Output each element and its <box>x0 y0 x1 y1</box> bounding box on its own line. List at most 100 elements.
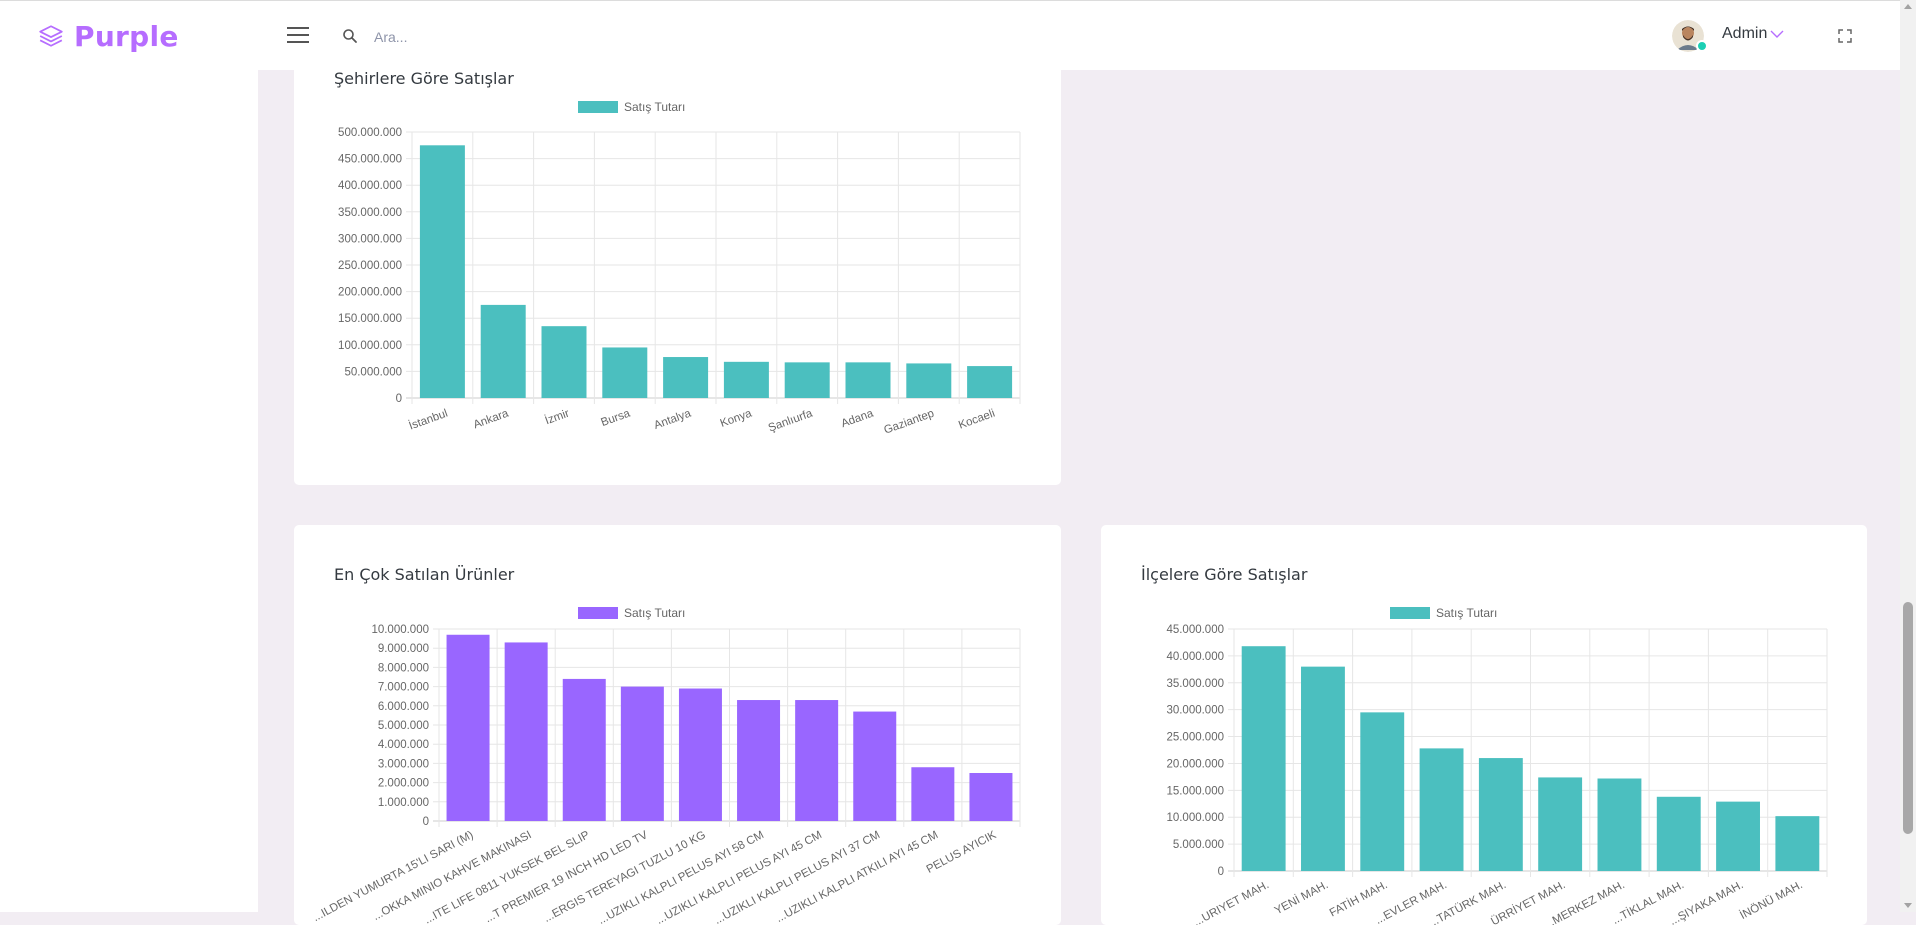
card-title: İlçelere Göre Satışlar <box>1141 565 1308 584</box>
fullscreen-icon[interactable] <box>1838 29 1852 43</box>
bar <box>906 363 952 398</box>
bar <box>1775 816 1820 871</box>
bar <box>1716 801 1760 871</box>
x-tick-label: İNÖNÜ MAH. <box>1738 878 1805 922</box>
bar <box>1478 758 1523 871</box>
bar <box>504 642 548 821</box>
city-sales-chart: Satış Tutarı 0 50.000.000 100.000.000 150.00… <box>338 100 1021 437</box>
search-icon <box>343 29 357 43</box>
card-title: En Çok Satılan Ürünler <box>334 565 515 584</box>
y-tick-label: 1.000.000 <box>378 797 429 809</box>
y-tick-label: 150.000.000 <box>338 313 402 325</box>
district-sales-chart: Satış Tutarı 0 5.000.000 10.000.000 15.000.0… <box>1166 606 1828 925</box>
y-tick-label: 50.000.000 <box>344 366 402 378</box>
y-tick-label: 500.000.000 <box>338 127 402 139</box>
menu-icon[interactable] <box>287 27 309 45</box>
online-status-dot <box>1696 40 1708 52</box>
y-tick-label: 3.000.000 <box>378 758 429 770</box>
y-tick-label: 450.000.000 <box>338 154 402 166</box>
y-tick-label: 400.000.000 <box>338 180 402 192</box>
sidebar <box>0 70 258 912</box>
x-tick-label: Antalya <box>652 407 693 432</box>
y-tick-label: 25.000.000 <box>1166 732 1224 744</box>
x-tick-label: İstanbul <box>407 407 449 433</box>
bar <box>853 711 897 821</box>
y-tick-label: 0 <box>1218 866 1224 878</box>
bar <box>620 686 664 821</box>
bar <box>1301 666 1345 871</box>
x-tick-label: YENİ MAH. <box>1272 878 1330 917</box>
y-tick-label: 6.000.000 <box>378 701 429 713</box>
bar <box>1656 796 1701 871</box>
scroll-up-arrow[interactable] <box>1904 4 1912 9</box>
top-products-chart: Satış Tutarı 0 1.000.000 2.000.000 3.000.000… <box>311 606 1021 925</box>
legend-label: Satış Tutarı <box>1436 606 1497 620</box>
bar <box>845 362 891 398</box>
y-tick-label: 15.000.000 <box>1166 785 1224 797</box>
bar <box>737 700 781 821</box>
city-sales-card: Şehirlere Göre Satışlar Satış Tutarı 0 50.… <box>294 48 1061 485</box>
brand-name: Purple <box>74 19 179 53</box>
y-tick-label: 10.000.000 <box>371 624 429 636</box>
y-tick-label: 200.000.000 <box>338 287 402 299</box>
scroll-thumb[interactable] <box>1903 602 1913 834</box>
x-tick-label: Şanlıurfa <box>767 407 815 434</box>
bar <box>911 767 955 821</box>
y-tick-label: 9.000.000 <box>378 643 429 655</box>
y-tick-label: 300.000.000 <box>338 233 402 245</box>
bar <box>969 773 1013 821</box>
bar <box>480 304 526 398</box>
x-tick-label: Ankara <box>472 407 511 431</box>
y-tick-label: 100.000.000 <box>338 340 402 352</box>
y-tick-label: 30.000.000 <box>1166 705 1224 717</box>
page-scrollbar[interactable] <box>1900 0 1916 912</box>
district-sales-card: İlçelere Göre Satışlar Satış Tutarı 0 5.00… <box>1101 525 1867 925</box>
x-tick-label: Bursa <box>599 407 632 429</box>
bar <box>663 357 709 398</box>
x-tick-label: Adana <box>840 407 876 430</box>
y-tick-label: 8.000.000 <box>378 662 429 674</box>
x-tick-label: Gaziantep <box>882 408 935 437</box>
bar <box>678 688 722 821</box>
brand-logo[interactable]: Purple <box>38 19 179 53</box>
legend-label: Satış Tutarı <box>624 100 685 114</box>
y-tick-label: 7.000.000 <box>378 682 429 694</box>
y-tick-label: 5.000.000 <box>1173 839 1224 851</box>
y-tick-label: 35.000.000 <box>1166 678 1224 690</box>
bar <box>1538 777 1583 871</box>
y-tick-label: 4.000.000 <box>378 739 429 751</box>
x-tick-label: Konya <box>719 407 754 430</box>
bar <box>419 145 465 398</box>
bar <box>541 326 587 398</box>
chevron-down-icon[interactable] <box>1770 29 1784 39</box>
legend-label: Satış Tutarı <box>624 606 685 620</box>
bar <box>1597 778 1642 871</box>
y-tick-label: 0 <box>423 816 429 828</box>
x-tick-label: ...URIYET MAH. <box>1192 879 1271 925</box>
x-tick-label: Kocaeli <box>957 408 997 432</box>
scroll-down-arrow[interactable] <box>1904 903 1912 908</box>
y-tick-label: 350.000.000 <box>338 207 402 219</box>
search-input[interactable] <box>372 23 676 51</box>
bar <box>723 361 769 398</box>
avatar[interactable] <box>1672 20 1704 52</box>
y-tick-label: 5.000.000 <box>378 720 429 732</box>
bar <box>784 362 830 398</box>
bar <box>602 347 648 398</box>
user-name[interactable]: Admin <box>1722 25 1768 42</box>
bar <box>1419 748 1464 871</box>
bar <box>562 678 606 821</box>
y-tick-label: 2.000.000 <box>378 778 429 790</box>
card-title: Şehirlere Göre Satışlar <box>334 69 514 88</box>
legend-swatch <box>578 101 618 113</box>
bar <box>967 366 1013 398</box>
layers-icon <box>39 25 63 47</box>
y-tick-label: 40.000.000 <box>1166 651 1224 663</box>
y-tick-label: 45.000.000 <box>1166 624 1224 636</box>
top-products-card: En Çok Satılan Ürünler Satış Tutarı 0 1.00… <box>294 525 1061 925</box>
y-tick-label: 10.000.000 <box>1166 812 1224 824</box>
bar <box>1241 646 1286 871</box>
legend-swatch <box>578 607 618 619</box>
y-tick-label: 0 <box>396 393 402 405</box>
legend-swatch <box>1390 607 1430 619</box>
